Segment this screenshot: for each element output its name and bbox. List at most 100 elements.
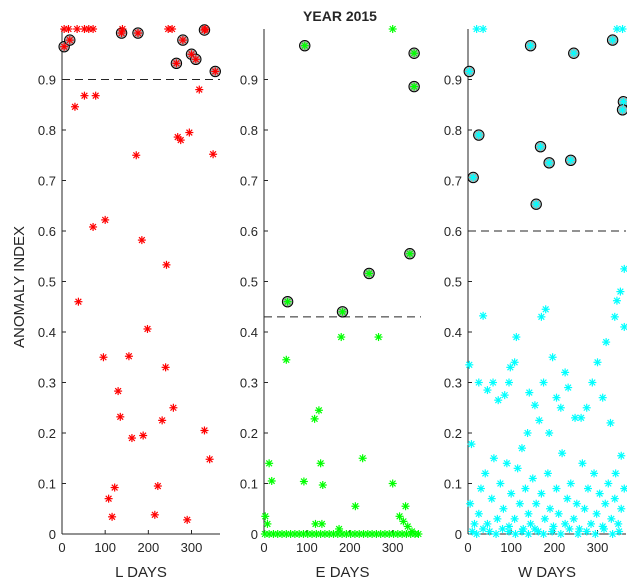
panel-w-data-point bbox=[558, 449, 567, 458]
panel-e-data-point bbox=[401, 502, 410, 511]
panel-w-data-point bbox=[582, 403, 591, 412]
panel-l-data-point bbox=[169, 403, 178, 412]
panel-w-data-point bbox=[502, 459, 511, 468]
panel-w-data-point bbox=[489, 378, 498, 387]
panel-w-data-point bbox=[470, 519, 479, 528]
panel-w-data-point bbox=[569, 514, 578, 523]
panel-l-data-point bbox=[150, 510, 159, 519]
panel-w-data-point bbox=[549, 522, 558, 531]
panel-e-y-tick-label: 0.2 bbox=[240, 426, 258, 441]
panel-w-data-point bbox=[618, 105, 627, 114]
panel-l-data-point bbox=[172, 59, 181, 68]
panel-l-data-point bbox=[60, 42, 69, 51]
panel-w-data-point bbox=[575, 524, 584, 533]
panel-w-y-tick-label: 0.6 bbox=[444, 224, 462, 239]
panel-w-data-point bbox=[618, 25, 627, 33]
panel-e-data-point bbox=[407, 527, 416, 536]
panel-e-y-tick-label: 0.5 bbox=[240, 275, 258, 290]
panel-l-data-point bbox=[161, 363, 170, 372]
panel-l-data-point bbox=[200, 426, 209, 435]
panel-w-data-point bbox=[552, 393, 561, 402]
panel-w-data-point bbox=[578, 459, 587, 468]
panel-l-x-tick-label: 200 bbox=[137, 540, 159, 555]
panel-e-x-label: E DAYS bbox=[316, 564, 370, 581]
panel-l-y-tick-label: 0.1 bbox=[38, 477, 56, 492]
panel-l-data-point bbox=[185, 128, 194, 137]
panel-w-data-point bbox=[554, 509, 563, 518]
panel-l-x-tick-label: 100 bbox=[94, 540, 116, 555]
panel-w-data-point bbox=[493, 514, 502, 523]
panel-e-data-point bbox=[299, 477, 308, 486]
panel-e-data-point bbox=[261, 512, 270, 521]
panel-l-data-point bbox=[89, 25, 98, 33]
panel-e-data-point bbox=[410, 82, 419, 91]
panel-w-data-point bbox=[552, 484, 561, 493]
panel-w-data-point bbox=[540, 514, 549, 523]
panel-e-data-point bbox=[358, 454, 367, 463]
panel-l-data-point bbox=[191, 55, 200, 64]
panel-e-data-point bbox=[405, 249, 414, 258]
panel-w-data-point bbox=[479, 524, 488, 533]
panel-w-data-point bbox=[617, 451, 626, 460]
panel-w-data-point bbox=[541, 305, 550, 314]
panel-l-data-point bbox=[114, 387, 123, 396]
panel-e-data-point bbox=[310, 414, 319, 423]
panel-e-y-tick-label: 0.6 bbox=[240, 224, 258, 239]
panel-w-data-point bbox=[580, 504, 589, 513]
panel-w-data-point bbox=[526, 41, 535, 50]
panel-l-data-point bbox=[178, 36, 187, 45]
panel-l-data-point bbox=[91, 91, 100, 100]
panel-l-y-tick-label: 0 bbox=[49, 527, 56, 542]
panel-w-data-point bbox=[548, 527, 557, 536]
panel-w-data-point bbox=[530, 524, 539, 533]
panel-e-x-tick-label: 0 bbox=[260, 540, 267, 555]
panel-l-data-point bbox=[176, 136, 185, 145]
panel-l-data-point bbox=[65, 36, 74, 45]
panel-w-data-point bbox=[612, 25, 621, 33]
panel-l-x-tick-label: 300 bbox=[181, 540, 203, 555]
panel-w-data-point bbox=[610, 494, 619, 503]
panel-w-x-label: W DAYS bbox=[518, 564, 576, 581]
panel-w-data-point bbox=[517, 444, 526, 453]
panel-w-data-point bbox=[481, 469, 490, 478]
panel-w-y-tick-label: 0.3 bbox=[444, 376, 462, 391]
panel-w-data-point bbox=[610, 312, 619, 321]
panel-w-data-point bbox=[485, 527, 494, 536]
panel-w-data-point bbox=[591, 530, 600, 538]
panel-l-data-point bbox=[133, 29, 142, 38]
panel-l-y-tick-label: 0.6 bbox=[38, 224, 56, 239]
panel-e-y-tick-label: 0.1 bbox=[240, 477, 258, 492]
panel-w-data-point bbox=[606, 418, 615, 427]
panel-w-data-point bbox=[507, 489, 516, 498]
figure-title: YEAR 2015 bbox=[303, 8, 377, 24]
panel-w-data-point bbox=[587, 519, 596, 528]
panel-e-y-tick-label: 0.7 bbox=[240, 174, 258, 189]
panel-w-data-point bbox=[524, 509, 533, 518]
panel-w-data-point bbox=[500, 391, 509, 400]
panel-l-data-point bbox=[101, 215, 110, 224]
panel-e-data-point bbox=[335, 524, 344, 533]
panel-e-x-tick-label: 100 bbox=[296, 540, 318, 555]
panel-w-data-point bbox=[590, 469, 599, 478]
panel-w-data-point bbox=[612, 296, 621, 305]
panel-w-data-point bbox=[537, 489, 546, 498]
panel-w-data-point bbox=[483, 386, 492, 395]
panel-l-data-point bbox=[110, 483, 119, 492]
panel-l-data-point bbox=[139, 431, 148, 440]
panel-w-data-point bbox=[510, 358, 519, 367]
panel-w-y-tick-label: 0.1 bbox=[444, 477, 462, 492]
panel-w-data-point bbox=[528, 474, 537, 483]
panel-e-data-point bbox=[414, 530, 423, 538]
panel-w-data-point bbox=[577, 413, 586, 422]
panel-e-data-point bbox=[282, 355, 291, 364]
panel-w-data-point bbox=[494, 396, 503, 405]
panel-e-data-point bbox=[395, 512, 404, 521]
panel-e-data-point bbox=[265, 459, 274, 468]
panel-l-x-tick-label: 0 bbox=[58, 540, 65, 555]
panel-w-data-point bbox=[564, 383, 573, 392]
panel-e-x-tick-label: 200 bbox=[339, 540, 361, 555]
panel-e-data-point bbox=[316, 459, 325, 468]
panel-l-data-point bbox=[195, 85, 204, 94]
panel-w-data-point bbox=[561, 368, 570, 377]
panel-w-data-point bbox=[599, 524, 608, 533]
